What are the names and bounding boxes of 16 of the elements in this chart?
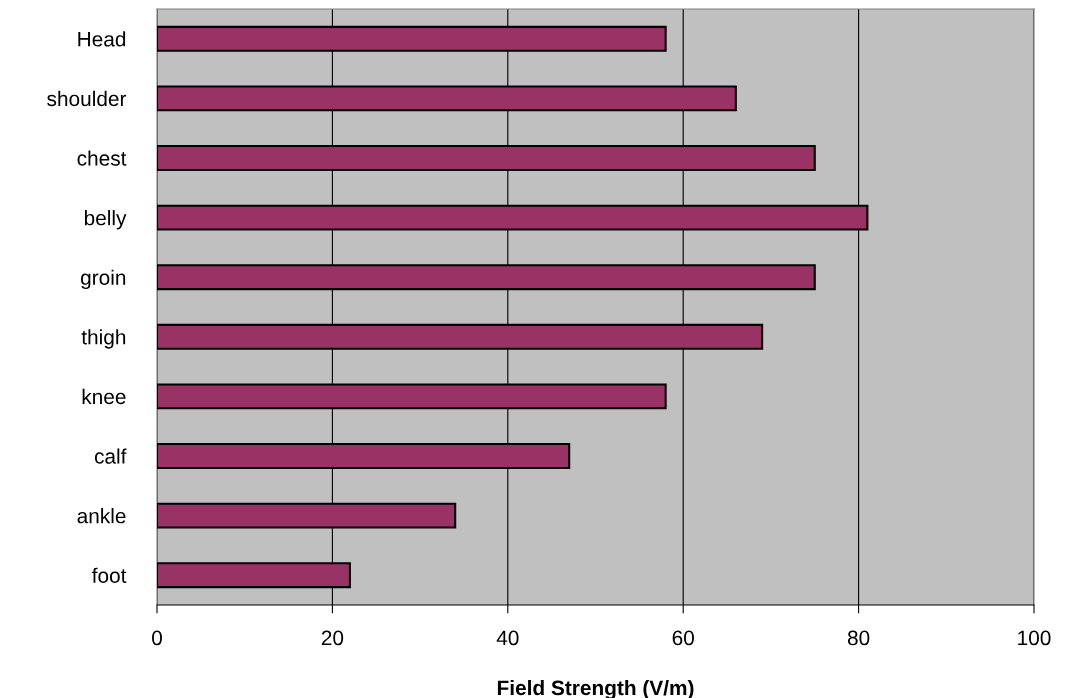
y-tick-label: chest — [77, 150, 127, 166]
x-tick-label: 20 — [321, 630, 344, 646]
x-tick-label: 40 — [496, 630, 519, 646]
x-tick-label: 80 — [847, 630, 870, 646]
x-tick-label: 0 — [152, 630, 162, 646]
y-tick-label: groin — [81, 269, 126, 290]
y-tick-label: Head — [78, 31, 126, 47]
x-tick-label: 60 — [672, 630, 694, 646]
y-tick-label: calf — [94, 448, 127, 464]
y-tick-label: foot — [91, 567, 127, 583]
y-tick-label: shoulder — [47, 90, 127, 107]
y-tick-label: thigh — [81, 329, 126, 349]
y-tick-label: knee — [82, 388, 126, 405]
x-tick-label: 100 — [1018, 630, 1051, 646]
y-tick-label: belly — [84, 210, 127, 230]
y-tick-label: ankle — [77, 508, 126, 524]
